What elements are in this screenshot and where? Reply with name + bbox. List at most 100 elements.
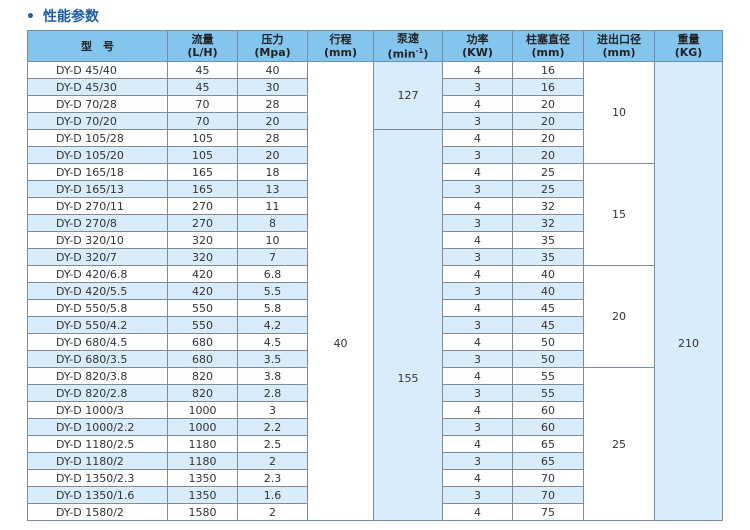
table-row: DY-D 270/8 270 8 3 32	[27, 214, 723, 232]
plunger-cell: 75	[512, 503, 584, 521]
flow-cell: 320	[167, 231, 238, 249]
plunger-cell: 20	[512, 95, 584, 113]
model-cell: DY-D 550/5.8	[27, 299, 168, 317]
flow-cell: 270	[167, 197, 238, 215]
pressure-cell: 18	[237, 163, 308, 181]
table-row: DY-D 1580/2 1580 2 4 75	[27, 503, 723, 521]
pressure-cell: 7	[237, 248, 308, 266]
model-cell: DY-D 320/10	[27, 231, 168, 249]
flow-cell: 1350	[167, 486, 238, 504]
model-cell: DY-D 1350/1.6	[27, 486, 168, 504]
power-cell: 3	[442, 418, 513, 436]
flow-cell: 270	[167, 214, 238, 232]
table-row: DY-D 420/5.5 420 5.5 3 40	[27, 282, 723, 300]
plunger-cell: 60	[512, 401, 584, 419]
pressure-cell: 28	[237, 129, 308, 147]
flow-cell: 1180	[167, 452, 238, 470]
flow-cell: 165	[167, 180, 238, 198]
model-cell: DY-D 165/13	[27, 180, 168, 198]
plunger-cell: 55	[512, 384, 584, 402]
plunger-cell: 40	[512, 282, 584, 300]
model-cell: DY-D 1180/2	[27, 452, 168, 470]
pressure-cell: 11	[237, 197, 308, 215]
flow-cell: 1000	[167, 418, 238, 436]
power-cell: 4	[442, 333, 513, 351]
model-cell: DY-D 420/5.5	[27, 282, 168, 300]
pressure-cell: 8	[237, 214, 308, 232]
model-cell: DY-D 820/2.8	[27, 384, 168, 402]
port-size-cell: 25	[583, 367, 655, 521]
model-cell: DY-D 550/4.2	[27, 316, 168, 334]
pressure-cell: 28	[237, 95, 308, 113]
flow-cell: 70	[167, 112, 238, 130]
model-cell: DY-D 1000/2.2	[27, 418, 168, 436]
plunger-cell: 70	[512, 469, 584, 487]
model-cell: DY-D 45/40	[27, 61, 168, 79]
plunger-cell: 40	[512, 265, 584, 283]
flow-cell: 420	[167, 265, 238, 283]
header-stroke: 行程 (mm)	[307, 30, 374, 62]
flow-cell: 70	[167, 95, 238, 113]
power-cell: 4	[442, 95, 513, 113]
power-cell: 4	[442, 435, 513, 453]
plunger-cell: 35	[512, 231, 584, 249]
header-weight: 重量 (KG)	[654, 30, 723, 62]
table-row: DY-D 1350/2.3 1350 2.3 4 70	[27, 469, 723, 487]
plunger-cell: 65	[512, 435, 584, 453]
power-cell: 4	[442, 231, 513, 249]
bullet-icon: •	[26, 9, 35, 25]
model-cell: DY-D 270/8	[27, 214, 168, 232]
table-row: DY-D 1180/2 1180 2 3 65	[27, 452, 723, 470]
power-cell: 4	[442, 163, 513, 181]
power-cell: 4	[442, 197, 513, 215]
power-cell: 3	[442, 146, 513, 164]
power-cell: 3	[442, 214, 513, 232]
pressure-cell: 2.3	[237, 469, 308, 487]
plunger-cell: 25	[512, 163, 584, 181]
table-row: DY-D 70/28 70 28 4 20	[27, 95, 723, 113]
plunger-cell: 50	[512, 333, 584, 351]
pressure-cell: 3.8	[237, 367, 308, 385]
flow-cell: 420	[167, 282, 238, 300]
plunger-cell: 45	[512, 316, 584, 334]
power-cell: 4	[442, 401, 513, 419]
plunger-cell: 25	[512, 180, 584, 198]
table-row: DY-D 45/40 45 40 40 127 4 16 10 210	[27, 61, 723, 521]
table-row: DY-D 1000/2.2 1000 2.2 3 60	[27, 418, 723, 436]
power-cell: 3	[442, 112, 513, 130]
header-power: 功率 (KW)	[442, 30, 513, 62]
stroke-cell: 40	[307, 61, 374, 521]
pressure-cell: 30	[237, 78, 308, 96]
flow-cell: 320	[167, 248, 238, 266]
header-plunger: 柱塞直径 (mm)	[512, 30, 584, 62]
power-cell: 3	[442, 282, 513, 300]
power-cell: 4	[442, 367, 513, 385]
plunger-cell: 45	[512, 299, 584, 317]
pressure-cell: 2	[237, 452, 308, 470]
model-cell: DY-D 165/18	[27, 163, 168, 181]
power-cell: 4	[442, 503, 513, 521]
header-speed: 泵速 (min-1)	[373, 30, 443, 62]
model-cell: DY-D 105/28	[27, 129, 168, 147]
power-cell: 4	[442, 61, 513, 79]
flow-cell: 820	[167, 367, 238, 385]
flow-cell: 550	[167, 299, 238, 317]
plunger-cell: 32	[512, 197, 584, 215]
plunger-cell: 32	[512, 214, 584, 232]
power-cell: 4	[442, 265, 513, 283]
model-cell: DY-D 1180/2.5	[27, 435, 168, 453]
plunger-cell: 16	[512, 61, 584, 79]
table-row: DY-D 45/30 45 30 3 16	[27, 78, 723, 96]
table-row: DY-D 680/3.5 680 3.5 3 50	[27, 350, 723, 368]
pressure-cell: 10	[237, 231, 308, 249]
flow-cell: 105	[167, 129, 238, 147]
section-title: • 性能参数	[26, 6, 99, 26]
flow-cell: 45	[167, 61, 238, 79]
flow-cell: 165	[167, 163, 238, 181]
header-row: 型 号 流量 (L/H) 压力 (Mpa) 行程 (mm) 泵速 (min-1) 功率(…	[27, 30, 723, 62]
table-row: DY-D 550/4.2 550 4.2 3 45	[27, 316, 723, 334]
plunger-cell: 20	[512, 146, 584, 164]
plunger-cell: 55	[512, 367, 584, 385]
port-size-cell: 15	[583, 163, 655, 266]
header-flow: 流量 (L/H)	[167, 30, 238, 62]
